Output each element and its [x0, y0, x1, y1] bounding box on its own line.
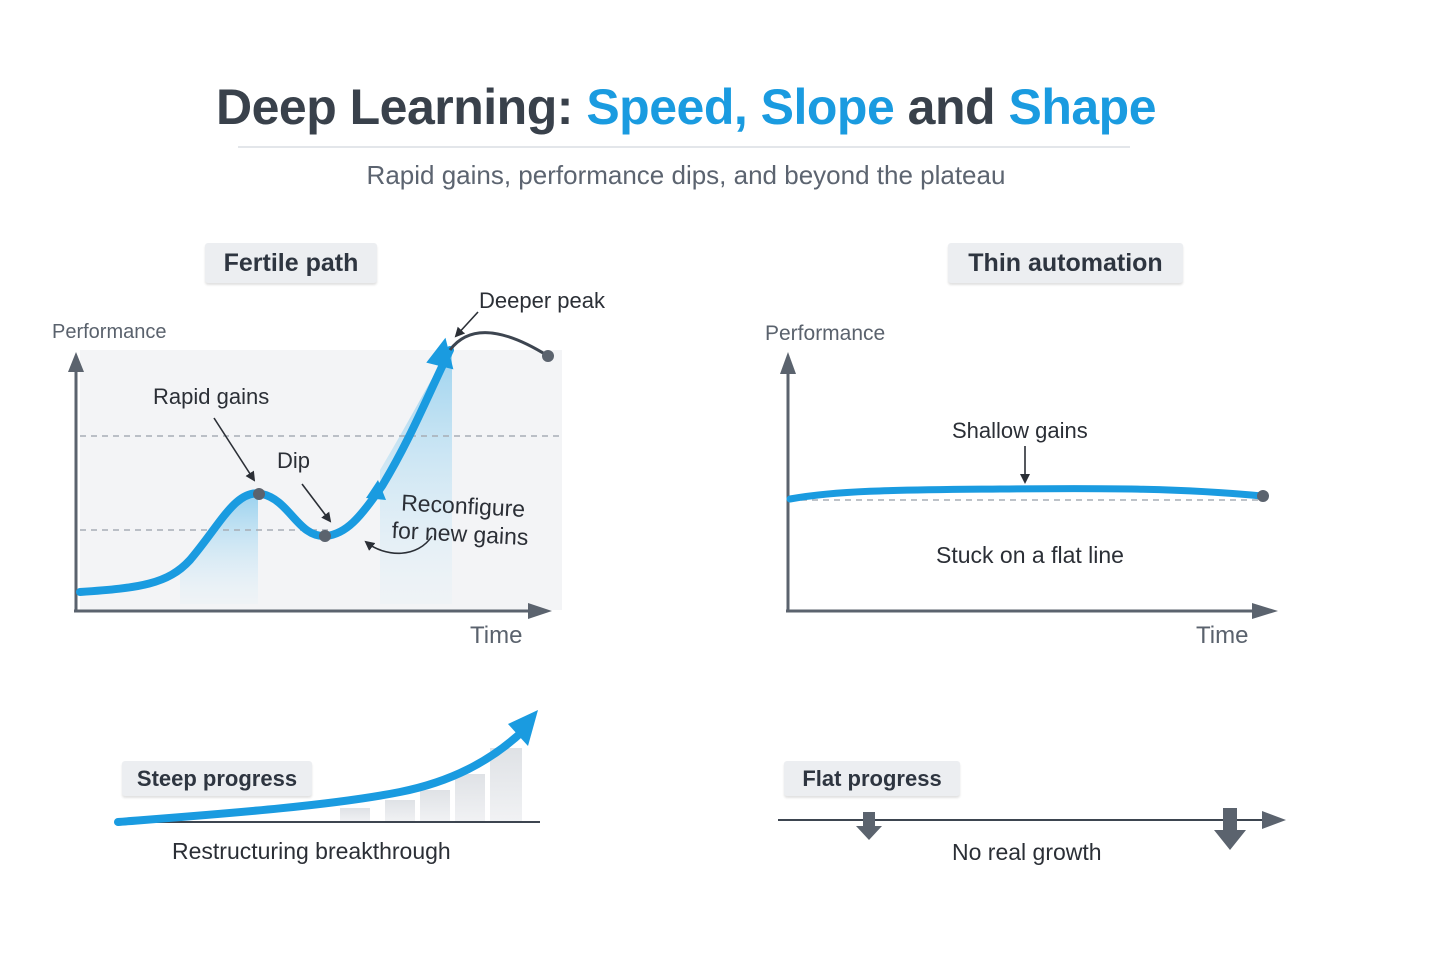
page-subtitle: Rapid gains, performance dips, and beyon… [366, 160, 1006, 190]
right-y-axis-label: Performance [765, 322, 886, 345]
title-divider [238, 146, 1130, 148]
steep-progress-curve [114, 726, 528, 826]
down-arrow-icon [856, 812, 882, 840]
progress-bar [420, 790, 450, 822]
label-deeper-peak: Deeper peak [479, 288, 605, 313]
progress-bar [340, 808, 370, 822]
label-stuck: Stuck on a flat line [936, 542, 1124, 568]
right-x-axis-arrow-icon [1252, 603, 1278, 619]
label-rapid-gains: Rapid gains [153, 384, 270, 409]
caption-no-real-growth: No real growth [952, 839, 1102, 865]
peak-point [253, 488, 265, 500]
flat-end-point [1257, 490, 1269, 502]
curve-arrow-head-icon [426, 337, 454, 370]
caption-restructuring: Restructuring breakthrough [172, 838, 451, 864]
left-x-axis-arrow-icon [528, 603, 552, 619]
left-x-axis-label: Time [470, 622, 523, 649]
down-arrow-icon [1214, 808, 1246, 850]
fertile-performance-curve [76, 346, 454, 596]
steep-progress-bars [340, 748, 522, 822]
dip-point [319, 530, 331, 542]
label-dip: Dip [277, 448, 311, 473]
title-part-4: Shape [1008, 79, 1157, 135]
tag-steep-progress: Steep progress [122, 761, 312, 796]
title-part-1: Deep Learning: [215, 79, 587, 135]
progress-bar [385, 800, 415, 822]
rapid-gains-pointer [213, 417, 256, 482]
left-chart-background [80, 350, 562, 610]
flat-arrow-head-icon [1262, 811, 1286, 829]
deeper-peak-pointer [454, 311, 479, 338]
steep-arrow-head-icon [508, 710, 538, 746]
label-reconfigure: Reconfigure for new gains [391, 488, 531, 551]
right-x-axis-label: Time [1196, 622, 1249, 649]
rapid-gains-fill [180, 493, 258, 604]
right-y-axis-arrow-icon [780, 352, 796, 374]
label-shallow-gains: Shallow gains [952, 418, 1088, 443]
tag-flat-progress: Flat progress [784, 761, 960, 796]
title-part-3: and [894, 79, 1009, 135]
climb-fill [380, 345, 452, 604]
left-y-axis-label: Performance [52, 321, 167, 343]
left-y-axis-arrow-icon [68, 352, 84, 372]
curve-mid-arrow-icon [366, 480, 386, 500]
tag-fertile-path: Fertile path [205, 243, 377, 283]
dip-pointer [301, 483, 332, 523]
plateau-curve [448, 331, 549, 358]
page-title: Deep Learning: Speed, Slope and Shape [0, 78, 1372, 136]
end-point [542, 350, 554, 362]
progress-bar [455, 774, 485, 822]
thin-performance-curve [786, 485, 1266, 503]
title-part-2: Speed, Slope [586, 79, 895, 135]
tag-thin-automation: Thin automation [948, 243, 1183, 283]
reconfigure-pointer [364, 535, 433, 555]
progress-bar [490, 748, 522, 822]
